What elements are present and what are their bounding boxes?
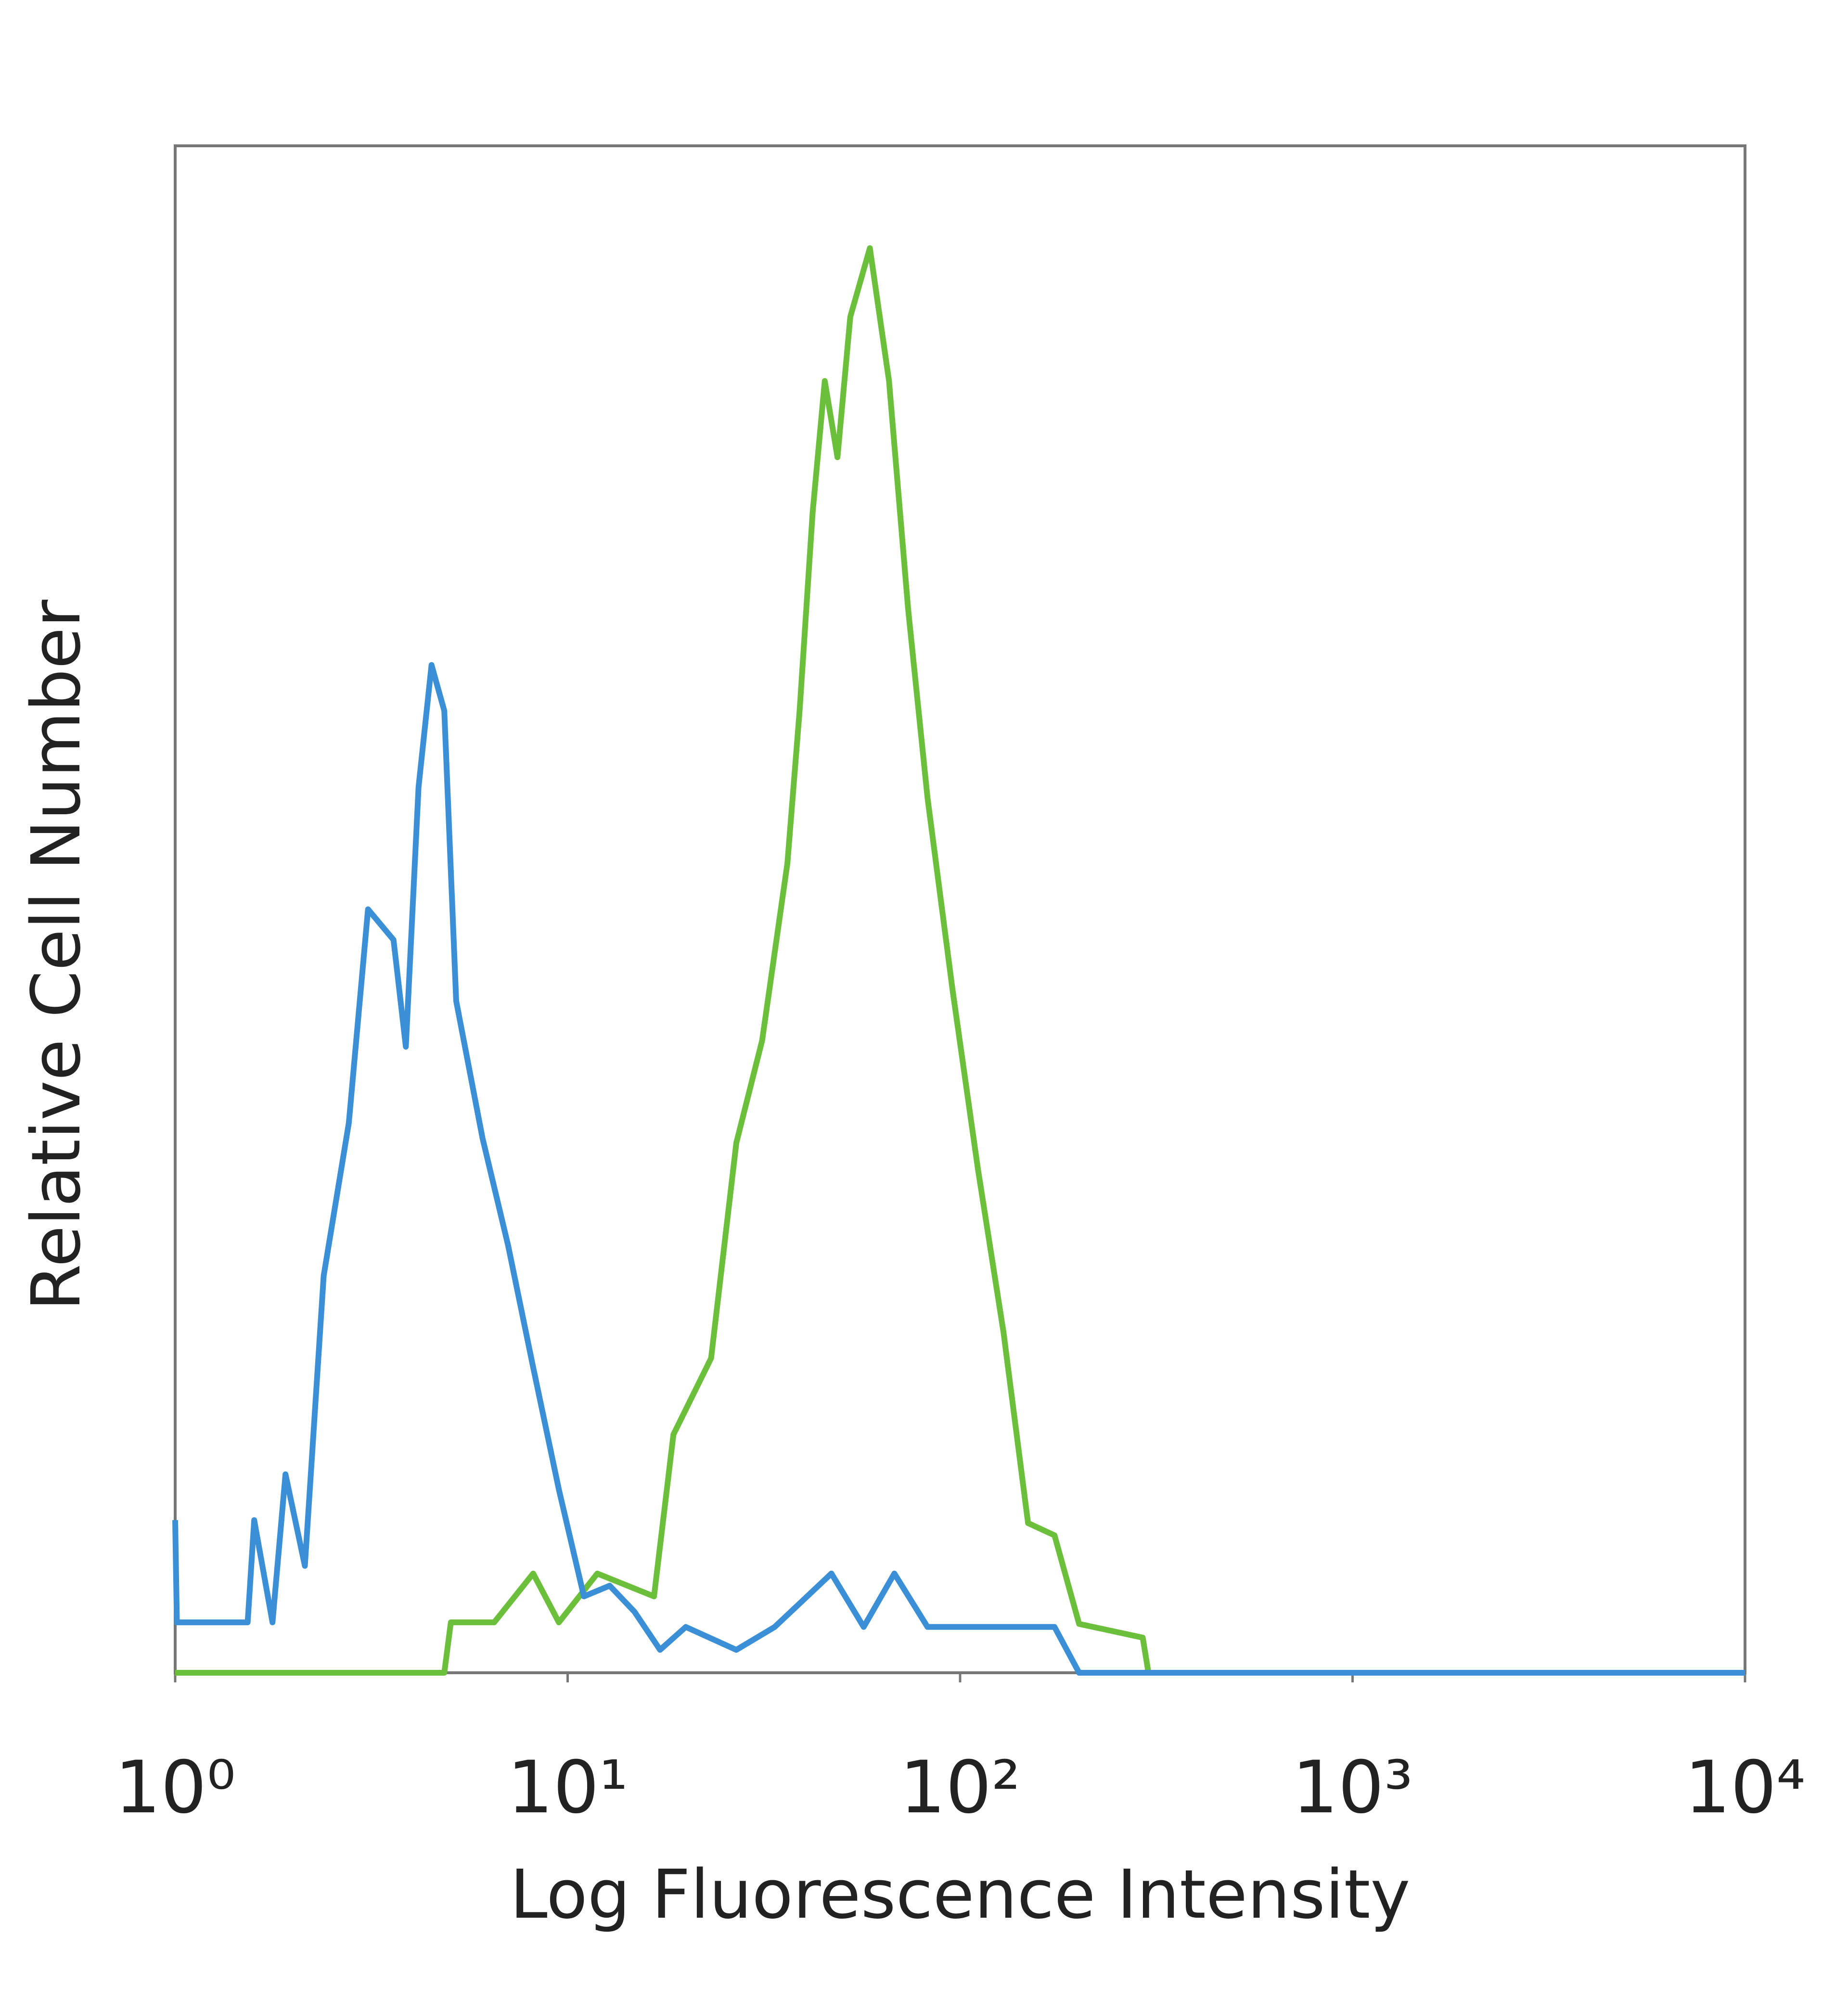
histogram-line xyxy=(175,245,1745,1676)
x-tick-label: 10¹ xyxy=(507,1746,628,1830)
y-axis-label: Relative Cell Number xyxy=(17,600,96,1311)
x-axis-label: Log Fluorescence Intensity xyxy=(510,1856,1411,1934)
x-tick-label: 10⁴ xyxy=(1684,1746,1805,1830)
x-tick-label: 10³ xyxy=(1292,1746,1413,1830)
histogram-line xyxy=(172,662,1745,1676)
x-tick-label: 10² xyxy=(899,1746,1020,1830)
x-tick-label: 10⁰ xyxy=(115,1746,235,1830)
